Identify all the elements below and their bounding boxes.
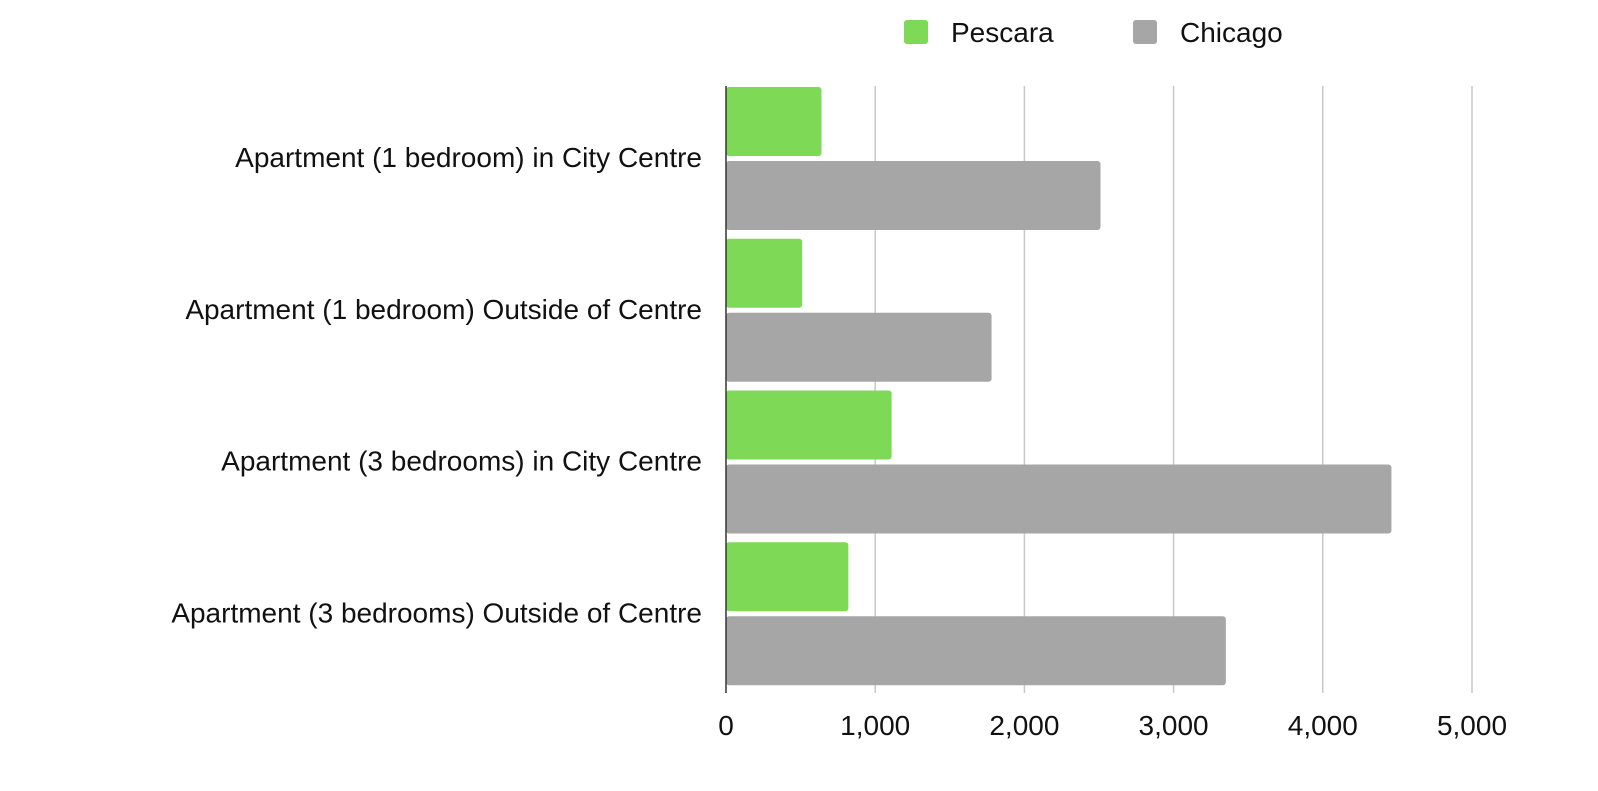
x-tick-label: 0 [718, 710, 734, 741]
legend-swatch-chicago [1133, 20, 1157, 44]
category-label: Apartment (3 bedrooms) Outside of Centre [171, 597, 702, 628]
bar-pescara [726, 238, 803, 308]
bar-chicago [726, 312, 992, 382]
bar-pescara [726, 542, 849, 612]
category-label: Apartment (1 bedroom) Outside of Centre [185, 294, 702, 325]
bar-pescara [726, 87, 822, 156]
legend-swatch-pescara [904, 20, 928, 44]
labels: 0 1,000 2,000 3,000 4,000 5,000 Apartment (1 b… [171, 142, 1507, 741]
bar-chicago [726, 616, 1226, 686]
bar-pescara [726, 390, 892, 460]
x-tick-label: 4,000 [1288, 710, 1358, 741]
x-tick-label: 1,000 [840, 710, 910, 741]
legend-label-chicago: Chicago [1180, 17, 1283, 48]
x-tick-label: 5,000 [1437, 710, 1507, 741]
category-label: Apartment (3 bedrooms) in City Centre [221, 446, 702, 477]
category-label: Apartment (1 bedroom) in City Centre [235, 142, 702, 173]
legend: Pescara Chicago [904, 17, 1283, 48]
x-tick-label: 3,000 [1139, 710, 1209, 741]
x-tick-label: 2,000 [989, 710, 1059, 741]
legend-label-pescara: Pescara [951, 17, 1054, 48]
bars [726, 87, 1392, 686]
bar-chicago [726, 464, 1392, 534]
bar-chicago [726, 161, 1101, 230]
